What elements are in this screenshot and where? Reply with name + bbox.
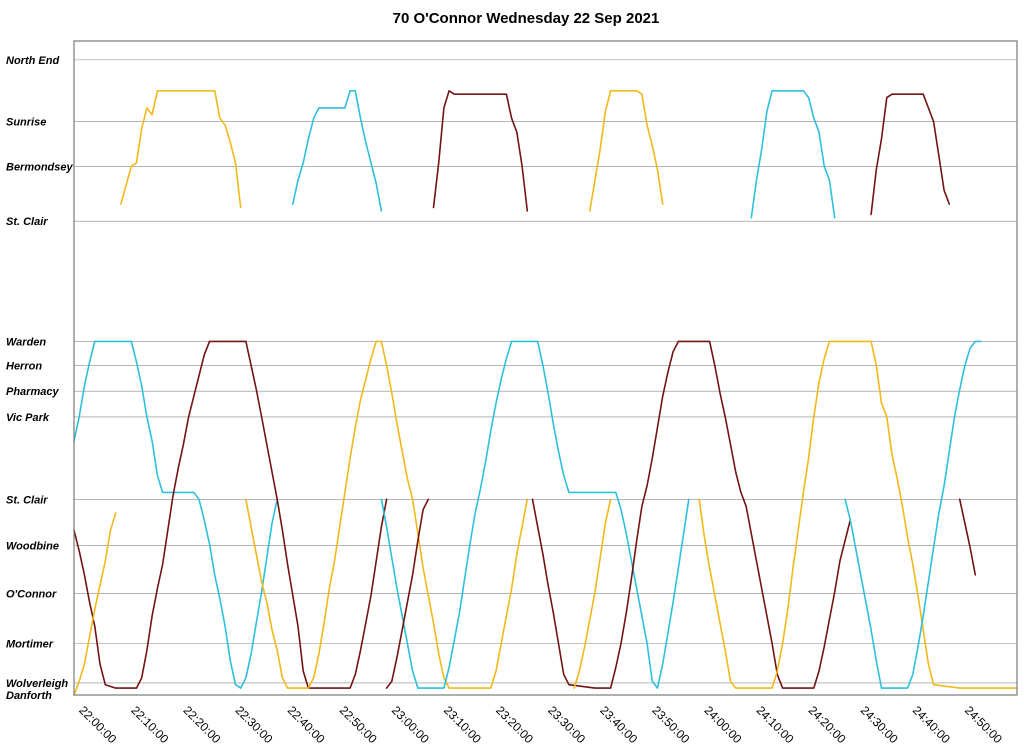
x-tick-label: 22:40:00 [285, 703, 328, 746]
x-tick-label: 22:00:00 [76, 703, 119, 746]
trip-line-10 [245, 340, 529, 689]
trip-line-17 [958, 498, 977, 576]
stop-label: Danforth [6, 690, 52, 702]
stop-label: Warden [6, 336, 46, 348]
x-tick-label: 23:10:00 [441, 703, 484, 746]
trip-line-8 [73, 340, 388, 689]
trip-line-1 [120, 90, 242, 209]
trip-line-13 [531, 340, 852, 689]
x-tick-label: 22:20:00 [180, 703, 223, 746]
x-tick-label: 22:50:00 [337, 703, 380, 746]
stop-label: Bermondsey [6, 161, 74, 173]
x-tick-label: 24:00:00 [701, 703, 744, 746]
x-tick-label: 24:10:00 [754, 703, 797, 746]
x-tick-label: 23:20:00 [493, 703, 536, 746]
stop-label: Pharmacy [6, 386, 59, 398]
plot-frame [73, 40, 1018, 696]
trip-lines [73, 90, 1018, 696]
chart-title: 70 O'Connor Wednesday 22 Sep 2021 [393, 10, 660, 27]
trip-line-3 [432, 90, 529, 212]
x-tick-label: 24:30:00 [858, 703, 901, 746]
stop-label: Sunrise [6, 117, 46, 129]
trip-line-11 [380, 340, 690, 689]
trip-line-7 [73, 340, 278, 689]
x-tick-label: 24:20:00 [806, 703, 849, 746]
x-tick-label: 23:50:00 [649, 703, 692, 746]
stop-label: O'Connor [6, 589, 57, 601]
stop-label: Wolverleigh [6, 678, 68, 690]
trip-line-16 [844, 340, 982, 689]
x-tick-label: 23:00:00 [389, 703, 432, 746]
stop-label: St. Clair [6, 216, 48, 228]
trip-line-2 [292, 90, 383, 212]
stop-label: Woodbine [6, 541, 59, 553]
x-tick-label: 22:10:00 [128, 703, 171, 746]
x-axis-tick-labels: 22:00:00 22:10:00 22:20:00 22:30:00 22:40:00… [76, 703, 1005, 746]
stop-labels: North End Sunrise Bermondsey St. Clair Warde… [6, 55, 74, 702]
stop-label: Vic Park [6, 412, 50, 424]
stop-label: Herron [6, 360, 42, 372]
x-tick-label: 24:40:00 [910, 703, 953, 746]
trip-line-9 [73, 512, 117, 696]
x-tick-label: 23:40:00 [597, 703, 640, 746]
x-tick-label: 22:30:00 [233, 703, 276, 746]
stop-label: St. Clair [6, 494, 48, 506]
stop-label: Mortimer [6, 639, 54, 651]
trip-line-4 [589, 90, 664, 212]
trip-line-14 [573, 498, 612, 689]
trip-line-12 [385, 498, 430, 689]
trip-line-6 [870, 93, 951, 216]
stop-label: North End [6, 55, 59, 67]
trip-line-5 [750, 90, 836, 219]
x-tick-label: 24:50:00 [962, 703, 1005, 746]
x-tick-label: 23:30:00 [545, 703, 588, 746]
trip-line-15 [698, 340, 1018, 689]
